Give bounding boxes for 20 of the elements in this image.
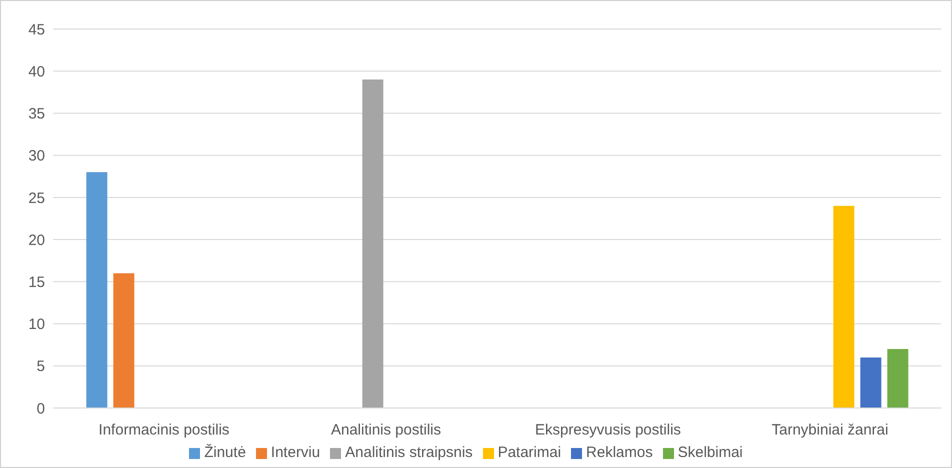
y-tick-label: 40	[28, 63, 45, 80]
y-tick-label: 45	[28, 21, 45, 38]
legend-label: Interviu	[270, 444, 320, 461]
y-tick-label: 0	[36, 400, 45, 418]
legend-label: Skelbimai	[678, 444, 743, 461]
y-tick-label: 25	[28, 190, 45, 207]
y-tick-label: 35	[28, 106, 45, 123]
y-tick-label: 20	[28, 232, 45, 249]
x-tick-label: Ekspresyvusis postilis	[535, 422, 681, 439]
legend-label: Analitinis straipsnis	[345, 444, 473, 461]
legend-label: Reklamos	[586, 444, 653, 461]
legend-label: Patarimai	[498, 444, 562, 461]
y-tick-label: 30	[28, 148, 45, 165]
y-tick-label: 5	[36, 358, 45, 376]
y-tick-label: 10	[28, 316, 45, 334]
x-tick-label: Analitinis postilis	[330, 422, 442, 439]
legend-label: Žinutė	[204, 444, 246, 461]
x-tick-label: Tarnybiniai žanrai	[772, 422, 888, 439]
x-tick-label: Informacinis postilis	[98, 422, 230, 439]
y-tick-label: 15	[28, 274, 45, 291]
